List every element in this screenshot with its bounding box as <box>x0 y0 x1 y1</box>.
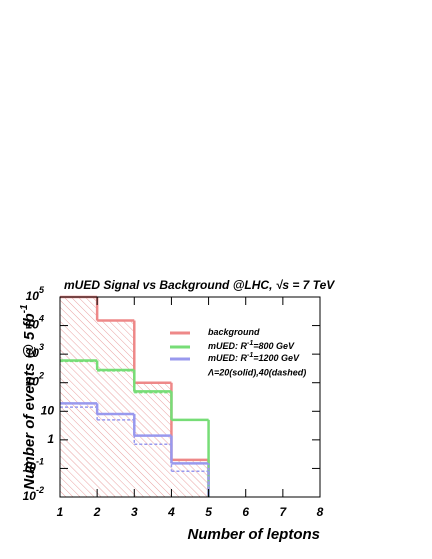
legend-sup: -1 <box>247 352 253 359</box>
x-axis-label: Number of leptons <box>187 526 320 543</box>
legend-label: background <box>208 327 260 337</box>
legend-name: background <box>208 327 260 337</box>
y-tick-label: 10 <box>41 403 55 417</box>
y-tick-label: 105 <box>26 285 45 303</box>
y-tick-label-sup: -2 <box>36 485 44 495</box>
y-tick-label-base: 10 <box>26 346 40 360</box>
legend-suffix: =1200 GeV <box>253 353 300 363</box>
y-tick-label-base: 10 <box>26 375 40 389</box>
chart-title: mUED Signal vs Background @LHC, √s = 7 T… <box>64 278 335 292</box>
y-tick-label: 104 <box>26 314 44 332</box>
y-tick-label: 102 <box>26 371 44 389</box>
y-tick-label-base: 10 <box>23 489 37 503</box>
y-tick-label: 10-2 <box>23 485 44 503</box>
legend-suffix: =800 GeV <box>253 341 295 351</box>
x-tick-label: 6 <box>242 505 249 519</box>
bar-hatch <box>60 297 98 497</box>
legend-name: mUED: R <box>208 353 248 363</box>
y-label-sup: -1 <box>19 304 30 313</box>
bar-hatch <box>134 382 172 497</box>
y-tick-label-sup: 4 <box>38 314 44 324</box>
bar-hatch <box>171 459 209 497</box>
x-tick-label: 5 <box>205 505 212 519</box>
y-tick-label-base: 1 <box>47 432 54 446</box>
y-tick-label: 1 <box>47 432 54 446</box>
y-label-text: Number of events @ 5 fb <box>21 313 38 489</box>
legend-label: mUED: R-1=800 GeV <box>208 340 295 352</box>
y-tick-label-base: 10 <box>26 318 40 332</box>
legend-label: mUED: R-1=1200 GeV <box>208 352 300 364</box>
x-tick-label: 4 <box>167 505 175 519</box>
y-tick-label-base: 10 <box>41 403 55 417</box>
y-tick-label-sup: 2 <box>38 371 44 381</box>
x-tick-label: 2 <box>93 505 101 519</box>
x-tick-label: 7 <box>280 505 288 519</box>
y-tick-label: 103 <box>26 343 44 361</box>
x-tick-label: 8 <box>317 505 324 519</box>
legend-name: mUED: R <box>208 341 248 351</box>
y-tick-label: 10-1 <box>23 457 44 475</box>
plot-frame <box>59 296 321 498</box>
bar-hatch <box>97 320 135 497</box>
y-tick-label-base: 10 <box>23 461 37 475</box>
y-axis-label: Number of events @ 5 fb-1 <box>19 304 38 490</box>
y-tick-label-sup: 3 <box>39 343 44 353</box>
legend-sup: -1 <box>247 340 253 347</box>
y-tick-label-sup: -1 <box>36 457 44 467</box>
legend-note: Λ=20(solid),40(dashed) <box>207 367 306 377</box>
y-tick-label-base: 10 <box>26 289 40 303</box>
x-tick-label: 3 <box>131 505 138 519</box>
x-tick-label: 1 <box>57 505 64 519</box>
y-tick-label-sup: 5 <box>39 285 45 295</box>
